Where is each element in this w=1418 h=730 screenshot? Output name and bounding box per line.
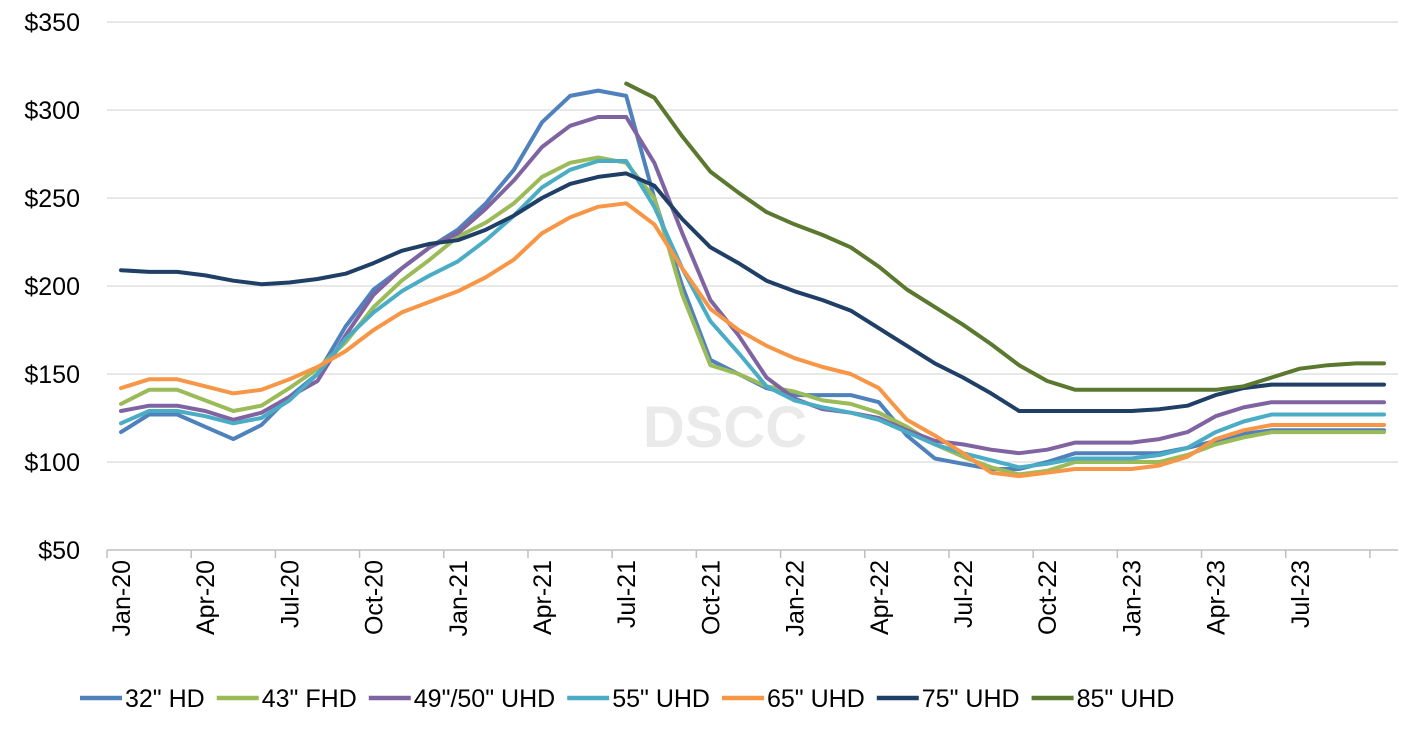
x-tick-label: Jan-23 xyxy=(1118,560,1146,636)
x-tick-label: Jul-21 xyxy=(613,560,641,628)
x-tick-label: Jul-23 xyxy=(1287,560,1315,628)
legend-label: 75" UHD xyxy=(922,685,1020,713)
series-line xyxy=(119,159,1386,470)
y-tick-label: $150 xyxy=(24,361,80,389)
x-tick-label: Jul-20 xyxy=(276,560,304,628)
watermark: DSCC xyxy=(643,395,807,460)
y-tick-label: $50 xyxy=(38,537,80,565)
x-tick-label: Jan-21 xyxy=(445,560,473,636)
x-tick-label: Oct-20 xyxy=(361,560,389,635)
series-line xyxy=(119,171,1386,413)
x-tick-label: Jan-20 xyxy=(108,560,136,636)
x-tick-label: Oct-22 xyxy=(1034,560,1062,635)
x-tick-label: Jul-22 xyxy=(950,560,978,628)
y-tick-label: $250 xyxy=(24,185,80,213)
series-lines xyxy=(119,81,1386,479)
legend-label: 43" FHD xyxy=(262,685,357,713)
y-tick-label: $350 xyxy=(24,9,80,37)
x-axis-ticks: Jan-20 Apr-20 Jul-20 Oct-20 Jan-21 Apr-21 Jul-… xyxy=(108,560,1315,636)
series-line xyxy=(119,201,1386,479)
x-tick-label: Apr-21 xyxy=(529,560,557,635)
y-tick-label: $100 xyxy=(24,449,80,477)
x-tick-label: Jan-22 xyxy=(782,560,810,636)
legend: 32" HD 43" FHD 49"/50" UHD 55" UHD 65" UHD 75… xyxy=(80,685,1174,713)
x-tick-label: Apr-22 xyxy=(866,560,894,635)
legend-label: 32" HD xyxy=(125,685,205,713)
y-tick-label: $200 xyxy=(24,273,80,301)
legend-label: 55" UHD xyxy=(612,685,710,713)
legend-label: 85" UHD xyxy=(1077,685,1175,713)
x-tick-label: Oct-21 xyxy=(697,560,725,635)
x-tick-label: Apr-23 xyxy=(1203,560,1231,635)
legend-label: 49"/50" UHD xyxy=(414,685,555,713)
x-axis xyxy=(106,549,1398,558)
series-line xyxy=(624,81,1386,392)
x-tick-label: Apr-20 xyxy=(192,560,220,635)
y-axis-ticks: $50 $100 $150 $200 $250 $300 $350 xyxy=(24,9,80,565)
y-tick-label: $300 xyxy=(24,97,80,125)
legend-label: 65" UHD xyxy=(767,685,865,713)
